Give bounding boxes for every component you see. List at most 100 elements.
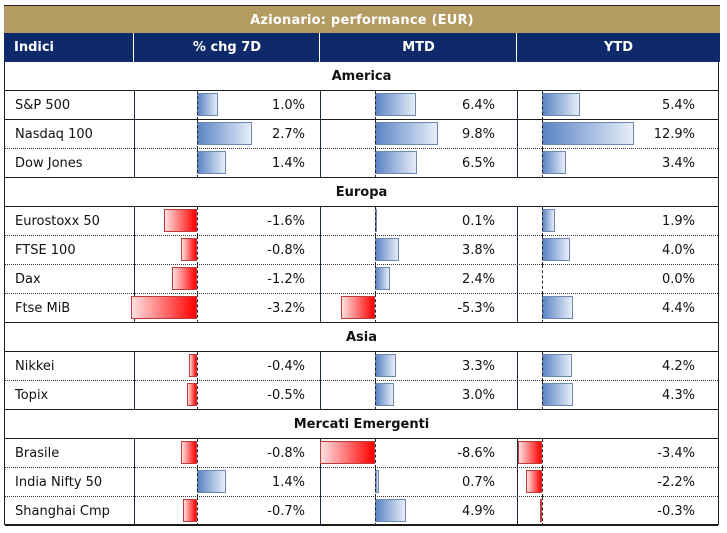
- chg7d-zero-axis: [197, 352, 198, 381]
- chg7d-zero-axis: [197, 294, 198, 323]
- column-divider: [134, 352, 135, 381]
- column-divider: [320, 294, 321, 323]
- ytd-zero-axis: [542, 91, 543, 120]
- table-row: Brasile -0.8% -8.6% -3.4%: [5, 439, 718, 468]
- header-divider: [516, 33, 517, 62]
- table-row: Nasdaq 100 2.7% 9.8% 12.9%: [5, 120, 718, 149]
- chg7d-value: -3.2%: [267, 300, 305, 316]
- table-row: Nikkei -0.4% 3.3% 4.2%: [5, 352, 718, 381]
- index-name: FTSE 100: [15, 242, 76, 258]
- mtd-zero-axis: [375, 149, 376, 178]
- column-divider: [320, 352, 321, 381]
- ytd-value: 1.9%: [661, 213, 695, 229]
- ytd-value: -2.2%: [657, 474, 695, 490]
- column-divider: [320, 149, 321, 178]
- chg7d-value: 2.7%: [271, 126, 305, 142]
- table-row: Eurostoxx 50 -1.6% 0.1% 1.9%: [5, 207, 718, 236]
- chg7d-value: -0.4%: [267, 358, 305, 374]
- ytd-value: 4.2%: [661, 358, 695, 374]
- column-divider: [320, 497, 321, 526]
- mtd-zero-axis: [375, 294, 376, 323]
- ytd-zero-axis: [542, 497, 543, 526]
- chg7d-data-bar: [197, 470, 226, 493]
- mtd-data-bar: [375, 354, 397, 377]
- ytd-value: 0.0%: [661, 271, 695, 287]
- mtd-value: 0.7%: [461, 474, 495, 490]
- column-divider: [517, 294, 518, 323]
- index-name: Dow Jones: [15, 155, 83, 171]
- mtd-data-bar: [319, 441, 375, 464]
- ytd-data-bar: [542, 383, 573, 406]
- table-row: Shanghai Cmp -0.7% 4.9% -0.3%: [5, 497, 718, 526]
- index-name: Shanghai Cmp: [15, 503, 110, 519]
- ytd-value: 3.4%: [661, 155, 695, 171]
- header-divider: [133, 33, 134, 62]
- chg7d-value: -0.8%: [267, 445, 305, 461]
- ytd-data-bar: [526, 470, 542, 493]
- chg7d-data-bar: [197, 122, 253, 145]
- column-divider: [517, 120, 518, 149]
- chg7d-value: 1.4%: [271, 155, 305, 171]
- table-row: Dax -1.2% 2.4% 0.0%: [5, 265, 718, 294]
- column-divider: [320, 236, 321, 265]
- mtd-value: 4.9%: [461, 503, 495, 519]
- group-header: America: [5, 62, 718, 91]
- column-divider: [134, 120, 135, 149]
- table-title: Azionario: performance (EUR): [4, 5, 720, 34]
- mtd-data-bar: [375, 238, 400, 261]
- index-name: Ftse MiB: [15, 300, 71, 316]
- column-header-indici: Indici: [14, 40, 55, 55]
- mtd-zero-axis: [375, 497, 376, 526]
- mtd-zero-axis: [375, 236, 376, 265]
- column-divider: [517, 236, 518, 265]
- chg7d-data-bar: [197, 151, 226, 174]
- chg7d-zero-axis: [197, 497, 198, 526]
- mtd-data-bar: [375, 93, 416, 116]
- mtd-zero-axis: [375, 468, 376, 497]
- ytd-data-bar: [542, 238, 571, 261]
- column-divider: [517, 265, 518, 294]
- chg7d-value: -1.2%: [267, 271, 305, 287]
- ytd-zero-axis: [542, 236, 543, 265]
- chg7d-data-bar: [182, 499, 197, 522]
- mtd-zero-axis: [375, 381, 376, 410]
- ytd-data-bar: [542, 209, 556, 232]
- index-name: Nikkei: [15, 358, 55, 374]
- column-divider: [134, 468, 135, 497]
- ytd-zero-axis: [542, 468, 543, 497]
- ytd-zero-axis: [542, 439, 543, 468]
- ytd-zero-axis: [542, 294, 543, 323]
- column-divider: [320, 91, 321, 120]
- mtd-zero-axis: [375, 265, 376, 294]
- chg7d-zero-axis: [197, 207, 198, 236]
- column-header-ytd: YTD: [603, 40, 634, 55]
- chg7d-value: 1.0%: [271, 97, 305, 113]
- ytd-data-bar: [542, 151, 567, 174]
- table-row: S&P 500 1.0% 6.4% 5.4%: [5, 91, 718, 120]
- column-divider: [320, 381, 321, 410]
- chg7d-value: -1.6%: [267, 213, 305, 229]
- column-divider: [517, 352, 518, 381]
- chg7d-zero-axis: [197, 468, 198, 497]
- header-divider: [319, 33, 320, 62]
- index-name: Brasile: [15, 445, 60, 461]
- column-divider: [320, 265, 321, 294]
- mtd-value: -5.3%: [457, 300, 495, 316]
- chg7d-zero-axis: [197, 91, 198, 120]
- ytd-data-bar: [542, 296, 574, 319]
- mtd-value: 3.8%: [461, 242, 495, 258]
- mtd-data-bar: [375, 267, 391, 290]
- mtd-value: 6.4%: [461, 97, 495, 113]
- column-divider: [320, 468, 321, 497]
- column-divider: [320, 120, 321, 149]
- column-divider: [134, 381, 135, 410]
- group-header: Asia: [5, 323, 718, 352]
- mtd-value: 9.8%: [461, 126, 495, 142]
- mtd-value: 6.5%: [461, 155, 495, 171]
- mtd-data-bar: [341, 296, 375, 319]
- ytd-value: -0.3%: [657, 503, 695, 519]
- ytd-data-bar: [517, 441, 542, 464]
- ytd-value: 5.4%: [661, 97, 695, 113]
- ytd-zero-axis: [542, 149, 543, 178]
- column-divider: [134, 149, 135, 178]
